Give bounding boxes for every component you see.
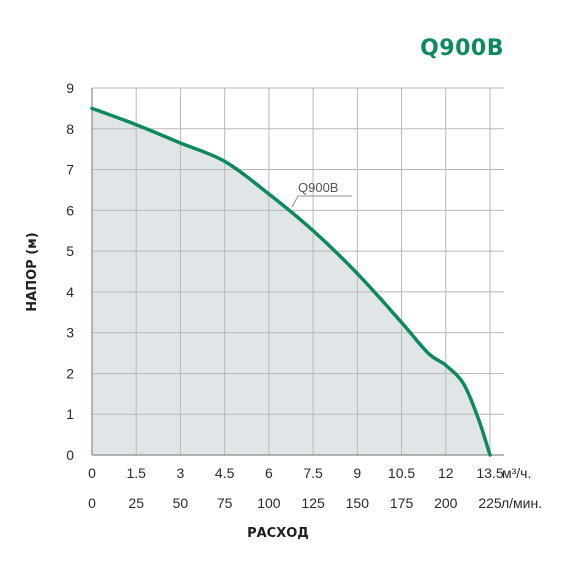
model-title: Q900B: [420, 36, 504, 61]
x-tick-label-m3h: 7.5: [303, 465, 323, 481]
x-tick-label-lmin: 175: [390, 495, 414, 511]
series-label-leader: [291, 195, 352, 208]
y-tick-label: 4: [66, 284, 74, 300]
x-tick-label-m3h: 3: [177, 465, 185, 481]
x-tick-label-lmin: 100: [257, 495, 281, 511]
x-tick-label-m3h: 0: [88, 465, 96, 481]
y-tick-label: 8: [66, 121, 74, 137]
y-tick-label: 6: [66, 202, 74, 218]
x-tick-label-lmin: 225: [478, 495, 502, 511]
x-tick-label-lmin: 25: [128, 495, 144, 511]
x-tick-label-lmin: 75: [217, 495, 233, 511]
area-fill: [92, 108, 490, 455]
x-tick-label-lmin: 200: [434, 495, 458, 511]
x-unit-m3h: м³/ч.: [502, 465, 531, 481]
x-unit-lmin: л/мин.: [501, 495, 542, 511]
y-tick-label: 9: [66, 80, 74, 96]
series-label-q900b: Q900B: [298, 180, 338, 195]
y-tick-label: 7: [66, 162, 74, 178]
x-tick-label-lmin: 0: [88, 495, 96, 511]
x-tick-label-m3h: 10.5: [388, 465, 415, 481]
y-tick-label: 1: [66, 406, 74, 422]
x-tick-label-lmin: 125: [301, 495, 325, 511]
x-tick-label-m3h: 12: [438, 465, 454, 481]
series-line-q900b: [90, 106, 492, 457]
y-tick-label: 0: [66, 447, 74, 463]
x-tick-label-m3h: 1.5: [126, 465, 146, 481]
x-axis-title: РАСХОД: [247, 526, 309, 541]
y-tick-label: 3: [66, 325, 74, 341]
y-axis-title: НАПОР (м): [25, 232, 40, 311]
x-tick-label-m3h: 13.5: [476, 465, 503, 481]
y-tick-label: 5: [66, 243, 74, 259]
x-tick-label-m3h: 4.5: [215, 465, 235, 481]
y-tick-label: 2: [66, 365, 74, 381]
x-tick-label-m3h: 9: [353, 465, 361, 481]
x-tick-label-lmin: 150: [346, 495, 370, 511]
x-tick-label-m3h: 6: [265, 465, 273, 481]
x-tick-label-lmin: 50: [173, 495, 189, 511]
